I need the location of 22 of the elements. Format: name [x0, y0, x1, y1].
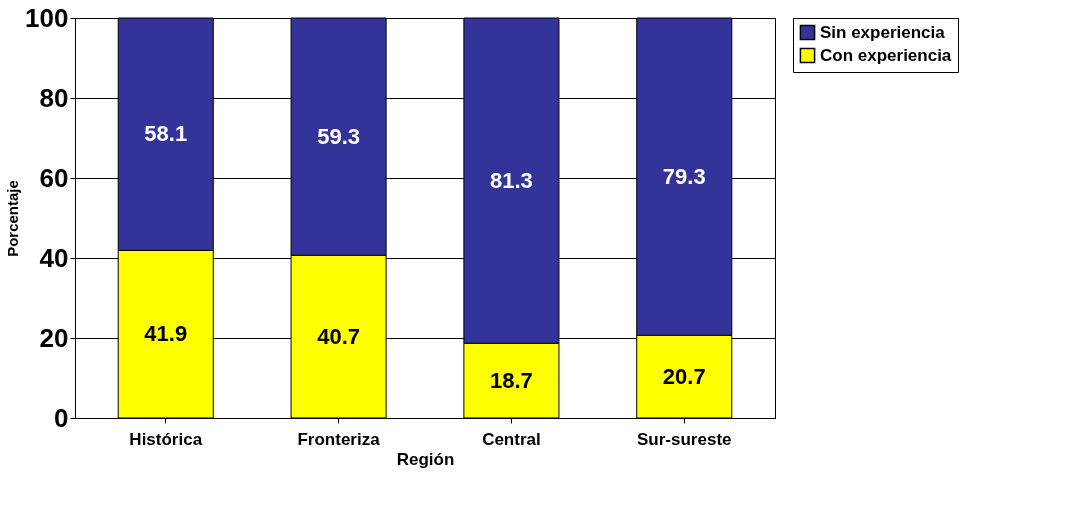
x-tick-label: Sur-sureste — [637, 429, 732, 449]
data-label: 58.1 — [144, 121, 188, 147]
y-tick-label: 20 — [39, 322, 69, 353]
data-label: 79.3 — [662, 163, 706, 189]
data-label: 18.7 — [490, 367, 533, 393]
y-tick-label: 60 — [39, 162, 69, 193]
data-label: 41.9 — [144, 321, 188, 347]
x-tick-label: Central — [482, 429, 541, 449]
data-label: 40.7 — [317, 323, 360, 349]
data-label: 81.3 — [490, 167, 533, 193]
x-axis-title: Región — [396, 449, 455, 469]
data-label: 59.3 — [317, 123, 360, 149]
y-tick-label: 100 — [25, 2, 69, 33]
x-tick-label: Histórica — [129, 429, 203, 449]
legend-label: Con experiencia — [820, 45, 952, 65]
legend-label: Sin experiencia — [820, 22, 946, 42]
y-tick-label: 0 — [54, 402, 69, 433]
data-label: 20.7 — [662, 363, 706, 389]
y-tick-label: 80 — [39, 82, 69, 113]
x-tick-label: Fronteriza — [297, 429, 381, 449]
y-axis-title: Porcentaje — [4, 180, 22, 257]
y-tick-label: 40 — [39, 242, 69, 273]
